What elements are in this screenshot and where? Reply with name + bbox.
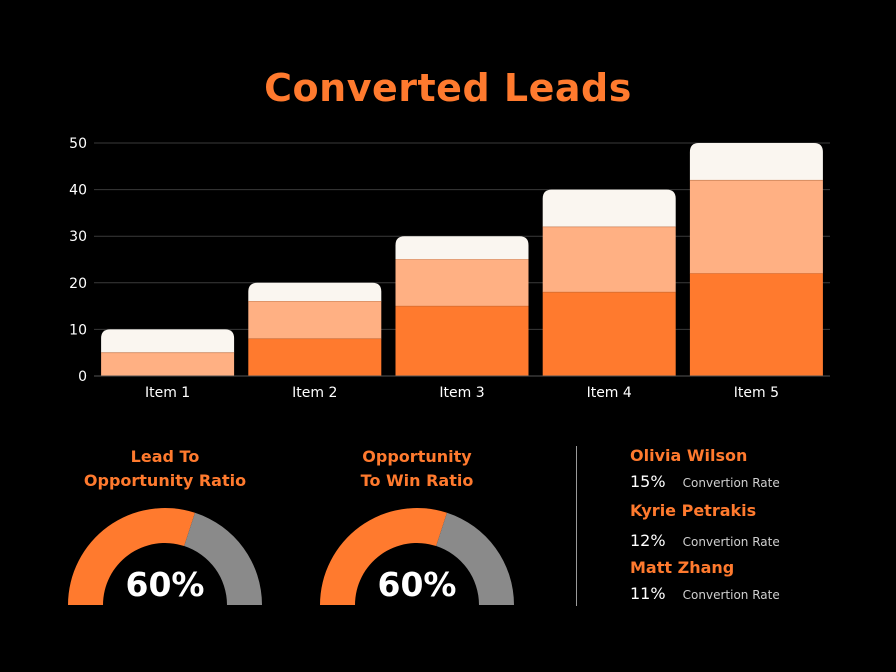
person-name: Olivia Wilson bbox=[630, 446, 748, 465]
bar-segment bbox=[542, 226, 676, 293]
gauge-rest-arc bbox=[184, 512, 262, 605]
gauge-2 bbox=[320, 508, 514, 605]
gauge-rest-arc bbox=[436, 512, 514, 605]
person-olivia-wilson: Olivia Wilson 15% Convertion Rate bbox=[630, 446, 780, 491]
person-name: Kyrie Petrakis bbox=[630, 501, 757, 520]
divider bbox=[576, 446, 577, 606]
gauge-filled-arc bbox=[320, 508, 447, 605]
person-rate-label: Convertion Rate bbox=[682, 535, 780, 549]
bar-segment bbox=[542, 292, 676, 376]
gauge-2-value: 60% bbox=[377, 565, 457, 604]
gauge-1 bbox=[68, 508, 262, 605]
gauge-1-title-line1: Lead To bbox=[130, 447, 200, 466]
x-tick-label: Item 1 bbox=[145, 385, 190, 401]
y-tick-label: 10 bbox=[69, 322, 87, 338]
person-rate-label: Convertion Rate bbox=[682, 588, 780, 602]
bar-segment bbox=[101, 329, 235, 353]
y-tick-label: 30 bbox=[69, 229, 87, 245]
person-name: Matt Zhang bbox=[630, 558, 735, 577]
bar-segment bbox=[542, 189, 676, 227]
bar-segment bbox=[395, 306, 529, 376]
bar-segment bbox=[395, 259, 529, 307]
x-tick-label: Item 3 bbox=[439, 385, 484, 401]
bar-segment bbox=[248, 338, 382, 376]
bar-segment bbox=[689, 143, 823, 181]
x-tick-label: Item 4 bbox=[587, 385, 632, 401]
gauge-2-title: Opportunity To Win Ratio bbox=[297, 445, 537, 493]
person-rate-label: Convertion Rate bbox=[682, 476, 780, 490]
person-rate: 12% bbox=[630, 531, 666, 550]
bar-segment bbox=[689, 273, 823, 376]
bar-segment bbox=[101, 352, 235, 376]
bar-segment bbox=[689, 180, 823, 274]
y-tick-label: 0 bbox=[78, 369, 87, 385]
person-rate: 11% bbox=[630, 584, 666, 603]
x-tick-label: Item 2 bbox=[292, 385, 337, 401]
gauge-1-title-line2: Opportunity Ratio bbox=[83, 471, 247, 490]
gauge-2-title-line2: To Win Ratio bbox=[360, 471, 474, 490]
stacked-bar-chart: 0 10 20 30 40 50 Item 1 Item 2 Item 3 Item 4 Item … bbox=[69, 136, 830, 401]
bar-segment bbox=[248, 301, 382, 339]
y-tick-label: 40 bbox=[69, 183, 87, 199]
x-tick-label: Item 5 bbox=[734, 385, 779, 401]
y-tick-label: 20 bbox=[69, 276, 87, 292]
bar-segment bbox=[395, 236, 529, 260]
gauge-filled-arc bbox=[68, 508, 195, 605]
y-tick-label: 50 bbox=[69, 136, 87, 152]
gauge-2-title-line1: Opportunity bbox=[362, 447, 472, 466]
gauge-1-value: 60% bbox=[125, 565, 205, 604]
gauge-1-title: Lead To Opportunity Ratio bbox=[45, 445, 285, 493]
chart-title: Converted Leads bbox=[264, 66, 632, 110]
person-matt-zhang: Matt Zhang 11% Convertion Rate bbox=[630, 558, 780, 603]
person-rate: 15% bbox=[630, 472, 666, 491]
bar-segment bbox=[248, 282, 382, 302]
person-kyrie-petrakis: Kyrie Petrakis 12% Convertion Rate bbox=[630, 501, 780, 550]
